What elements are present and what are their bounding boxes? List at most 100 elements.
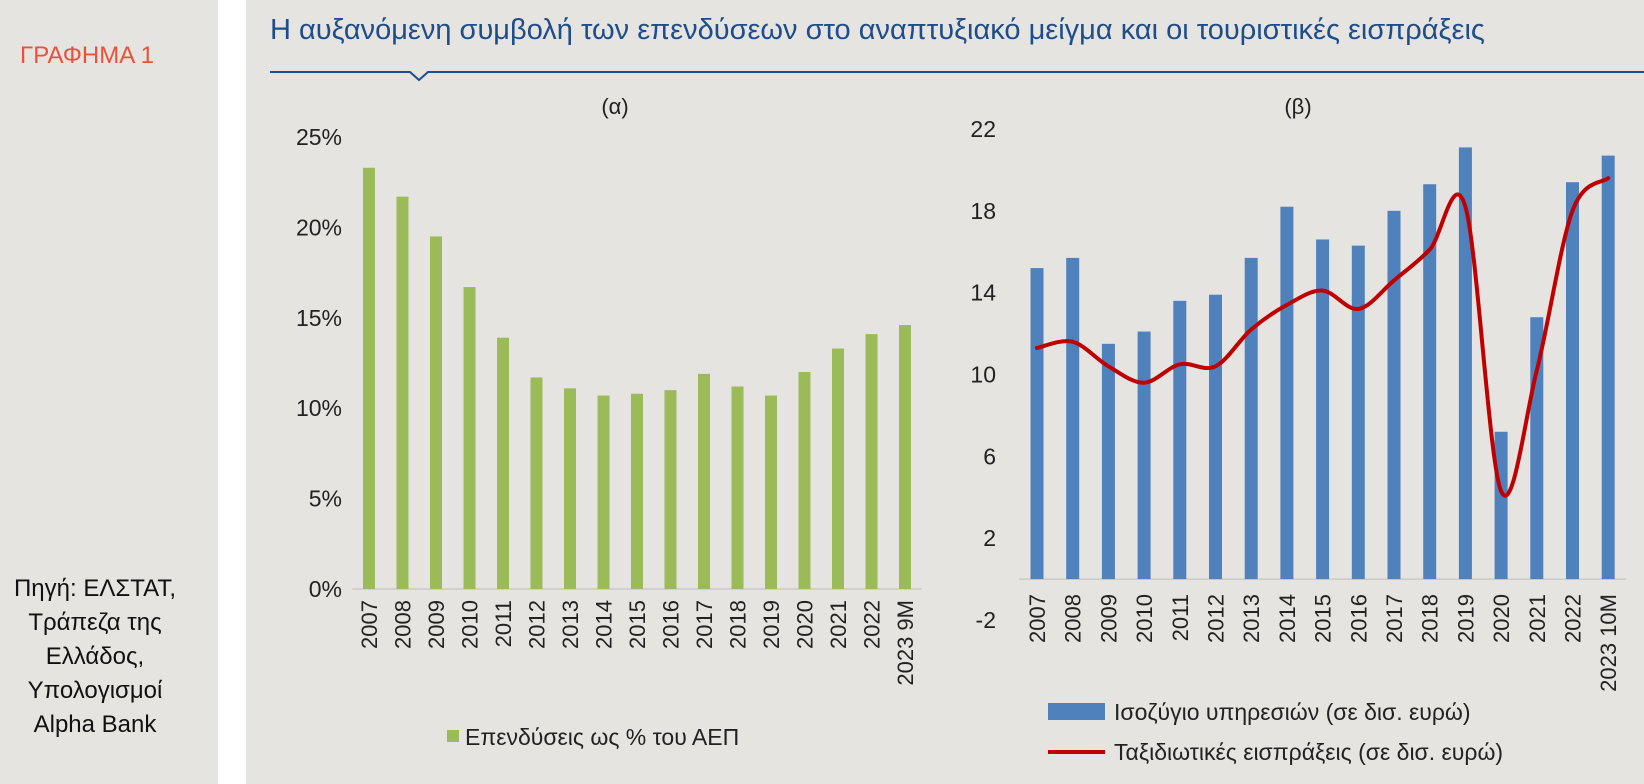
source-note: Πηγή: ΕΛΣΤΑΤ, Τράπεζα της Ελλάδος, Υπολο…: [0, 572, 190, 742]
bar: [1423, 184, 1437, 580]
bar: [564, 388, 576, 589]
legend-label-line: Ταξιδιωτικές εισπράξεις (σε δισ. ευρώ): [1114, 739, 1503, 765]
x-tick-label: 2014: [592, 600, 617, 649]
x-tick-label: 2021: [1525, 594, 1550, 643]
y-tick-label: 10: [970, 362, 996, 388]
legend-label: Επενδύσεις ως % του ΑΕΠ: [465, 724, 739, 750]
source-line: Τράπεζα της: [28, 609, 162, 636]
bar: [363, 167, 375, 589]
x-tick-label: 2008: [1061, 594, 1086, 643]
x-tick-label: 2016: [1346, 594, 1371, 643]
bar: [1244, 257, 1258, 580]
source-line: Υπολογισμοί: [27, 677, 163, 704]
left-panel: [0, 0, 218, 784]
bar: [396, 196, 409, 589]
legend-label-bars: Ισοζύγιο υπηρεσιών (σε δισ. ευρώ): [1114, 699, 1471, 725]
x-tick-label: 2009: [1096, 594, 1121, 643]
legend-swatch: [447, 730, 459, 742]
x-tick-label: 2009: [424, 600, 449, 649]
bar: [1137, 331, 1151, 580]
x-tick-label: 2023 9M: [893, 600, 918, 686]
y-tick-label: 6: [983, 443, 996, 469]
bar: [1101, 343, 1115, 580]
bar: [430, 236, 442, 589]
y-tick-label: 5%: [309, 486, 342, 512]
y-tick-label: 25%: [296, 124, 342, 150]
x-tick-label: 2014: [1275, 594, 1300, 643]
x-tick-label: 2008: [391, 600, 416, 649]
panel-b-label: (β): [1284, 94, 1311, 119]
title-underline: [270, 71, 1644, 82]
source-line: Alpha Bank: [33, 711, 157, 738]
bar: [631, 393, 643, 589]
bar: [1209, 294, 1222, 580]
x-tick-label: 2021: [826, 600, 851, 649]
x-tick-label: 2019: [1453, 594, 1478, 643]
x-tick-label: 2013: [1239, 594, 1264, 643]
y-tick-label: 18: [970, 198, 996, 224]
y-tick-label: -2: [976, 607, 996, 633]
bar: [1316, 239, 1330, 580]
bar: [1030, 268, 1044, 580]
y-tick-label: 22: [970, 116, 996, 142]
y-tick-label: 20%: [296, 214, 342, 240]
x-tick-label: 2019: [759, 600, 784, 649]
bar: [1173, 300, 1187, 580]
line-series: [1035, 176, 1611, 498]
bar: [1066, 257, 1080, 580]
bar: [1351, 245, 1365, 580]
x-tick-label: 2007: [357, 600, 382, 649]
x-tick-label: 2012: [1204, 594, 1229, 643]
bar: [765, 395, 777, 589]
bar: [731, 386, 744, 589]
y-tick-label: 2: [983, 525, 996, 551]
bar: [497, 337, 509, 589]
panel-a-label: (α): [601, 94, 628, 119]
x-tick-label: 2023 10M: [1596, 594, 1621, 692]
y-tick-label: 0%: [309, 576, 342, 602]
bar: [899, 325, 911, 589]
x-tick-label: 2022: [860, 600, 885, 649]
panel-a: (α) 25% 20% 15% 10% 5% 0% 2007 2008 2009 2010 2011 2…: [296, 94, 922, 750]
bar: [664, 390, 677, 589]
bar: [698, 373, 710, 589]
bar: [1566, 182, 1579, 580]
main-panel: [246, 0, 1644, 784]
bar: [463, 287, 476, 589]
y-tick-label: 10%: [296, 395, 342, 421]
x-tick-label: 2011: [491, 600, 516, 647]
bar: [1387, 210, 1401, 580]
source-line: Πηγή: ΕΛΣΤΑΤ,: [13, 575, 177, 602]
x-tick-label: 2007: [1025, 594, 1050, 643]
chart-title: Η αυξανόμενη συμβολή των επενδύσεων στο …: [270, 14, 1485, 46]
bar: [530, 377, 543, 589]
x-tick-label: 2011: [1168, 594, 1193, 641]
bar: [798, 372, 811, 589]
y-tick-label: 15%: [296, 305, 342, 331]
x-tick-label: 2022: [1561, 594, 1586, 643]
bar: [832, 348, 844, 589]
legend-swatch-bars: [1048, 703, 1105, 720]
x-tick-label: 2020: [793, 600, 818, 649]
x-tick-label: 2015: [625, 600, 650, 649]
bar: [1494, 431, 1508, 580]
x-tick-label: 2010: [458, 600, 483, 649]
x-tick-label: 2018: [1418, 594, 1443, 643]
y-tick-label: 14: [970, 280, 996, 306]
bar: [1601, 155, 1615, 580]
x-tick-label: 2013: [558, 600, 583, 649]
x-tick-label: 2020: [1489, 594, 1514, 643]
x-tick-label: 2010: [1132, 594, 1157, 643]
figure-label: ΓΡΑΦΗΜΑ 1: [20, 42, 154, 69]
bar: [865, 334, 878, 589]
source-line: Ελλάδος,: [45, 643, 145, 670]
x-tick-label: 2016: [659, 600, 684, 649]
bar: [1280, 206, 1294, 580]
bar: [1458, 147, 1472, 580]
x-tick-label: 2018: [726, 600, 751, 649]
x-tick-label: 2017: [1382, 594, 1407, 643]
x-tick-label: 2012: [525, 600, 550, 649]
panel-gap: [218, 0, 246, 784]
x-tick-label: 2017: [692, 600, 717, 649]
